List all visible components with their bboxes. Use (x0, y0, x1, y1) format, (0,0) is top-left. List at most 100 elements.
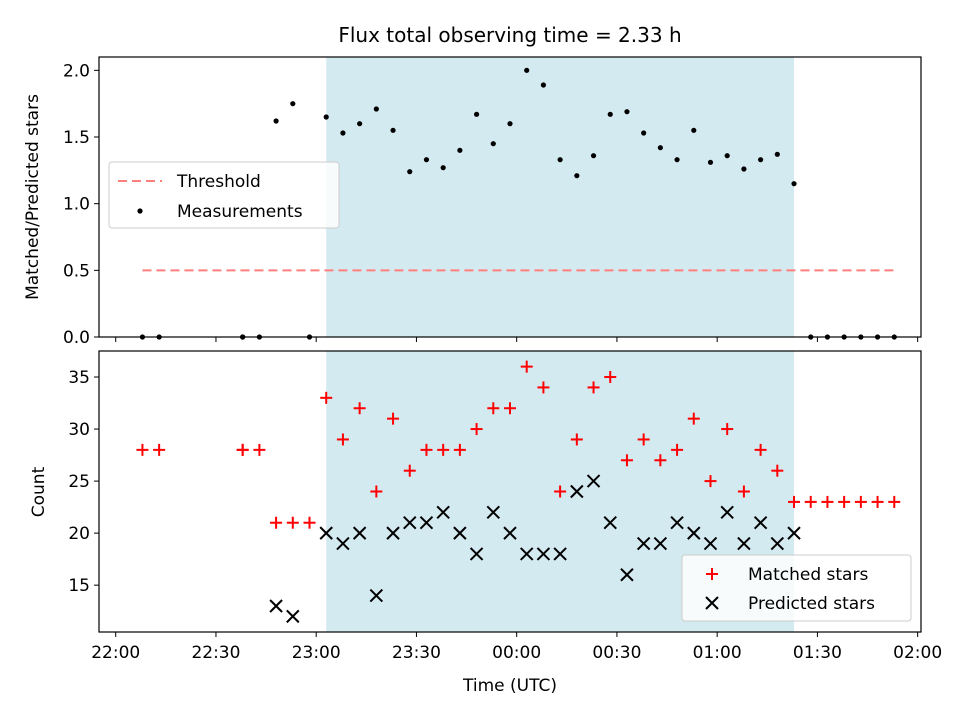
top-y-tick-label: 0.5 (63, 261, 90, 281)
bottom-y-tick-label: 20 (68, 524, 90, 544)
matched-star-point (854, 495, 867, 508)
predicted-star-point (536, 547, 551, 561)
matched-star-point (303, 516, 316, 529)
predicted-star-point (653, 536, 668, 551)
matched-star-point (804, 495, 817, 508)
predicted-star-point (687, 526, 701, 540)
predicted-star-point (737, 536, 751, 551)
matched-star-point (704, 475, 717, 488)
predicted-star-point (703, 536, 718, 551)
x-tick-label: 22:30 (191, 643, 240, 663)
measurement-point (323, 114, 329, 120)
measurements-legend-swatch (137, 208, 143, 214)
predicted-star-point (386, 526, 400, 540)
matched-star-point (788, 495, 801, 508)
matched-star-point (838, 495, 851, 508)
predicted-star-point (436, 505, 450, 520)
x-axis-label: Time (UTC) (462, 676, 557, 696)
predicted-star-point (636, 536, 651, 551)
predicted-star-point (553, 547, 567, 561)
matched-star-point (470, 423, 483, 436)
top-x-ticks (115, 337, 919, 342)
top-legend-box (108, 161, 340, 229)
matched-star-point (387, 412, 400, 425)
matched-star-point (671, 443, 684, 456)
predicted-star-point (787, 526, 801, 540)
matched-star-point (370, 485, 383, 498)
matched-star-point (570, 433, 583, 446)
predicted-star-point (419, 516, 434, 530)
bottom-legend: Matched stars Predicted stars (681, 554, 912, 622)
measurement-point (357, 121, 363, 127)
matched-legend-swatch (706, 568, 718, 580)
measurement-point (607, 111, 613, 117)
x-tick-label: 23:00 (292, 643, 341, 663)
matched-star-point (554, 485, 567, 498)
matched-star-point (654, 454, 667, 467)
bottom-x-axis: 22:00 22:30 23:00 23:30 00:00 00:30 01:00 01:30… (91, 632, 942, 663)
measurement-point (390, 127, 396, 133)
bottom-y-tick-label: 30 (68, 420, 90, 440)
measurement-point (791, 181, 797, 187)
matched-star-point (437, 443, 450, 456)
measurement-point (624, 109, 630, 115)
measurement-point (741, 166, 747, 172)
measurement-point (340, 130, 346, 136)
bottom-plot-marks (136, 360, 901, 624)
bottom-axes-frame (98, 350, 922, 633)
predicted-star-point (503, 526, 517, 540)
measurement-point (691, 127, 697, 133)
predicted-star-point (570, 484, 584, 499)
measurement-point (724, 153, 730, 159)
matched-legend-label: Matched stars (748, 565, 868, 585)
measurement-point (473, 111, 480, 117)
measurement-point (423, 157, 430, 163)
predicted-star-point (720, 505, 734, 520)
predicted-star-point (770, 536, 785, 551)
predicted-star-point (620, 568, 634, 582)
predicted-star-point (670, 516, 684, 530)
matched-star-point (587, 381, 600, 394)
predicted-star-point (520, 547, 534, 561)
matched-star-point (336, 433, 349, 446)
x-tick-label: 22:00 (91, 643, 140, 663)
matched-star-point (504, 402, 516, 415)
matched-star-point (821, 495, 834, 508)
matched-star-point (353, 402, 366, 415)
measurements-legend-label: Measurements (177, 202, 303, 222)
top-y-axis: 0.0 0.5 1.0 1.5 2.0 (63, 61, 99, 348)
bottom-y-axis-label: Count (29, 466, 49, 517)
predicted-star-point (603, 516, 617, 530)
bottom-y-tick-label: 25 (68, 472, 90, 492)
measurement-point (290, 101, 296, 107)
predicted-star-point (453, 526, 467, 540)
x-tick-label: 00:00 (492, 643, 541, 663)
matched-star-point (487, 402, 500, 415)
measurement-point (641, 130, 647, 136)
matched-star-point (236, 443, 249, 456)
matched-star-point (737, 485, 750, 498)
top-legend: Threshold Measurements (108, 161, 340, 229)
measurement-point (590, 153, 597, 159)
measurement-point (707, 159, 714, 165)
measurement-point (490, 141, 496, 147)
matched-star-point (620, 454, 633, 467)
predicted-star-point (753, 516, 768, 530)
predicted-star-point (336, 536, 350, 551)
matched-star-point (520, 360, 533, 373)
matched-star-point (270, 516, 283, 529)
top-y-axis-label: Matched/Predicted stars (23, 94, 43, 300)
measurement-point (457, 147, 463, 153)
matched-star-point (420, 443, 433, 456)
predicted-star-point (403, 516, 417, 530)
matched-star-point (754, 443, 767, 456)
measurement-point (574, 173, 580, 179)
predicted-star-point (469, 547, 484, 561)
top-y-tick-label: 0.0 (63, 328, 90, 348)
x-tick-label: 00:30 (592, 643, 641, 663)
predicted-star-point (486, 505, 500, 520)
measurement-point (507, 121, 513, 127)
matched-star-point (871, 495, 884, 508)
bottom-y-tick-label: 15 (68, 576, 90, 596)
